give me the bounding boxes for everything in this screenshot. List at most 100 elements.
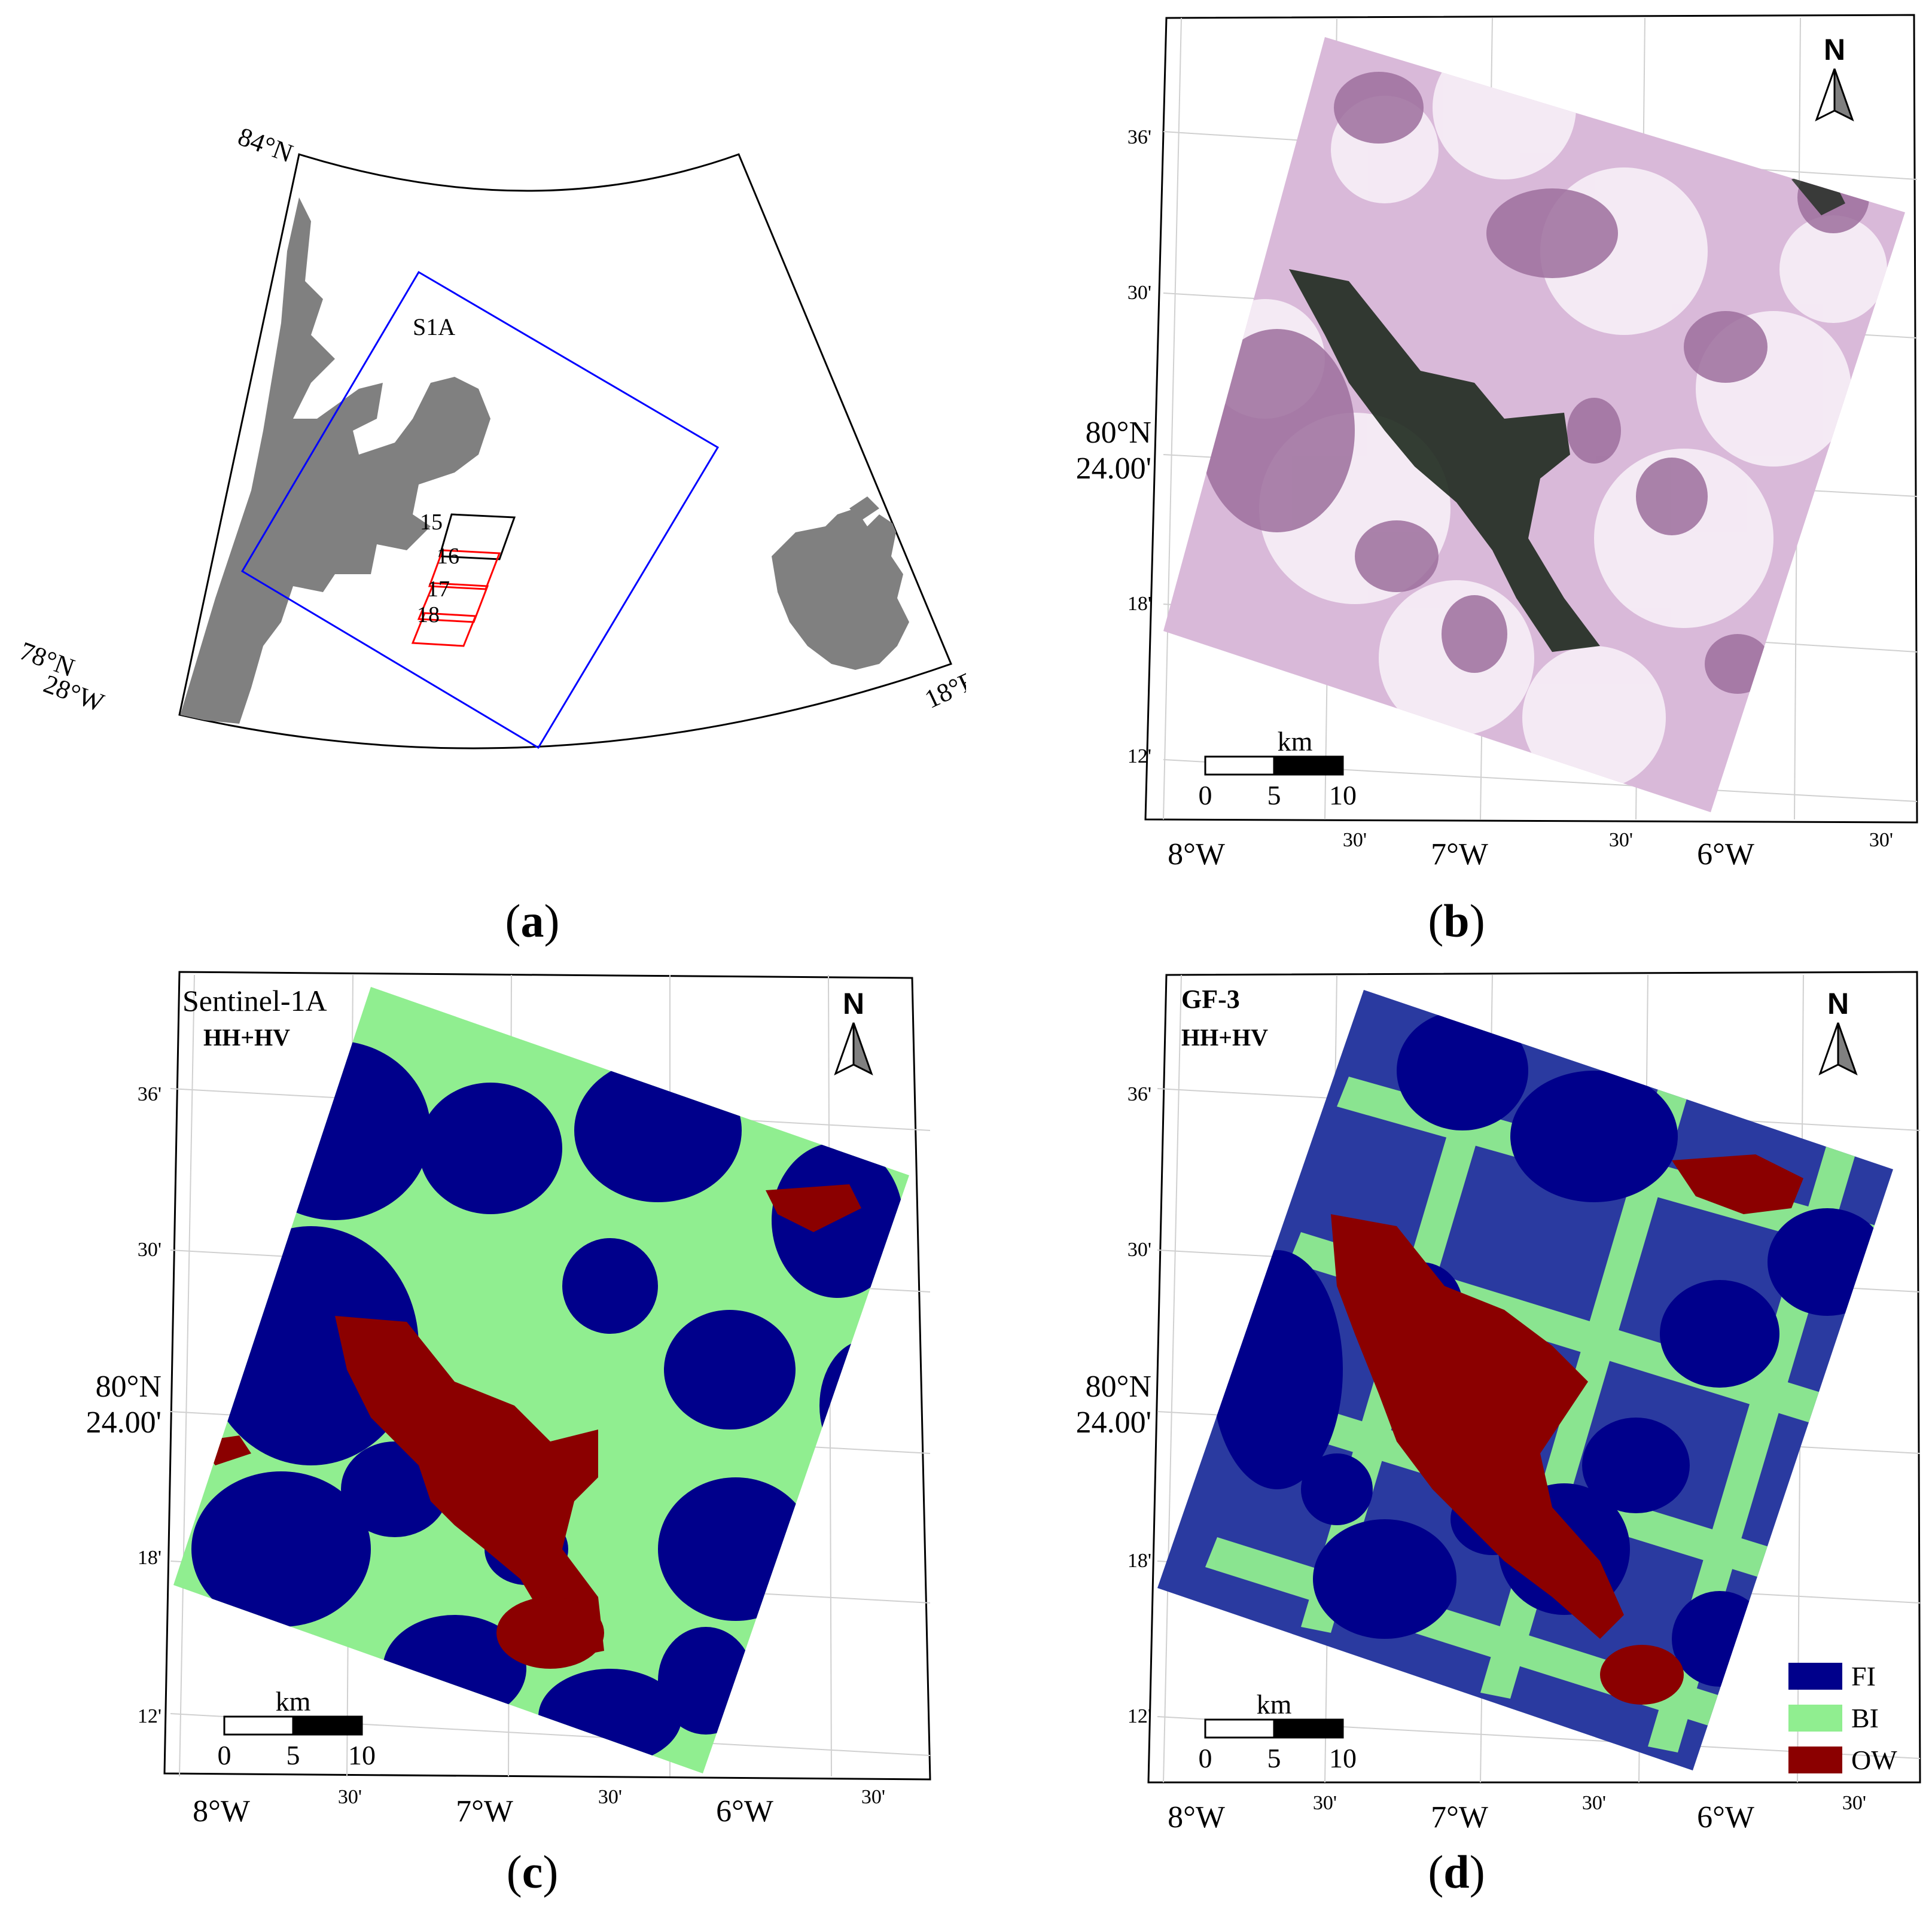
scale-seg-black (292, 1715, 363, 1736)
scale-tick-5: 5 (1267, 780, 1281, 810)
lat-major-line2: 24.00' (1076, 452, 1151, 486)
lat-tick-36: 36' (138, 1083, 161, 1105)
scale-seg-black (1273, 1718, 1344, 1739)
legend-swatch-bi (1788, 1705, 1842, 1732)
gf3-scene-frames (411, 513, 516, 647)
s1a-label: S1A (413, 313, 455, 340)
legend-label-fi: FI (1851, 1661, 1876, 1691)
lat-label-top: 84°N (234, 121, 297, 168)
north-arrow[interactable]: N (1815, 33, 1854, 122)
scene-frame-18 (411, 612, 477, 647)
s1a-footprint (240, 270, 720, 749)
panel-subtitle: HH+HV (203, 1024, 290, 1051)
lat-major-line1: 80°N (1086, 1370, 1151, 1404)
panel-a: 15 16 17 18 S1A 84°N 78°N 28°W 18°E (a) (0, 0, 966, 951)
lat-tick-30: 30' (1127, 282, 1151, 304)
north-arrow-right (1837, 1022, 1858, 1076)
svalbard-islet (849, 496, 879, 520)
scene-label-16: 16 (437, 544, 459, 569)
legend-label-ow: OW (1851, 1745, 1897, 1775)
panel-d: GF-3 HH+HV N 36' 30' 80°N 24.00' 18' 12'… (966, 951, 1932, 1908)
lat-tick-18: 18' (138, 1547, 161, 1569)
lat-tick-12: 12' (138, 1705, 161, 1727)
s1a-classification-map: Sentinel-1A HH+HV N 36' 30' 80°N 24.00' … (86, 971, 931, 1828)
scale-seg-white (223, 1715, 294, 1736)
lon-tick-6w: 6°W (716, 1794, 773, 1828)
location-map: 15 16 17 18 S1A 84°N 78°N 28°W 18°E (16, 121, 966, 749)
panel-d-label: (d) (1428, 1846, 1485, 1898)
scale-seg-white (1204, 755, 1275, 776)
map-frame (178, 153, 952, 749)
scene-frame-15 (438, 513, 516, 560)
lon-tick-30-c: 30' (861, 1786, 885, 1808)
panel-c-label: (c) (506, 1846, 559, 1898)
scale-tick-10: 10 (1329, 780, 1357, 810)
lat-tick-30: 30' (138, 1239, 161, 1261)
lat-major-line1: 80°N (1086, 416, 1151, 450)
lon-tick-7w: 7°W (1431, 837, 1488, 871)
panel-c: Sentinel-1A HH+HV N 36' 30' 80°N 24.00' … (0, 951, 966, 1908)
scene-label-17: 17 (427, 577, 450, 602)
lat-tick-18: 18' (1127, 1550, 1151, 1572)
scale-seg-black (1273, 755, 1344, 776)
scale-tick-0: 0 (1199, 1743, 1212, 1773)
scale-bar: km 0 5 10 (218, 1686, 376, 1770)
lon-tick-7w: 7°W (1431, 1800, 1488, 1834)
lon-tick-30-a: 30' (1313, 1792, 1337, 1814)
scale-unit: km (276, 1686, 311, 1717)
lon-tick-8w: 8°W (193, 1794, 250, 1828)
lon-tick-6w: 6°W (1697, 837, 1754, 871)
scene-label-18: 18 (417, 602, 440, 627)
lat-major-line2: 24.00' (86, 1406, 161, 1440)
lat-tick-30: 30' (1127, 1239, 1151, 1261)
lon-tick-30-b: 30' (1582, 1792, 1606, 1814)
scale-unit: km (1278, 726, 1313, 757)
greenland-land (179, 197, 490, 724)
lon-tick-7w: 7°W (456, 1794, 513, 1828)
scale-tick-0: 0 (1199, 780, 1212, 810)
scale-unit: km (1257, 1689, 1292, 1720)
legend-swatch-ow (1788, 1747, 1842, 1773)
north-letter: N (1827, 987, 1849, 1020)
north-arrow[interactable]: N (1818, 987, 1858, 1076)
lat-tick-36: 36' (1127, 1083, 1151, 1105)
lon-tick-8w: 8°W (1168, 837, 1225, 871)
lon-tick-30-c: 30' (1869, 829, 1893, 851)
lon-tick-6w: 6°W (1697, 1800, 1754, 1834)
north-arrow[interactable]: N (834, 987, 873, 1076)
legend: FI BI OW (1788, 1661, 1897, 1775)
north-arrow-right (1833, 68, 1854, 122)
scale-tick-10: 10 (1329, 1743, 1357, 1773)
lon-tick-30-a: 30' (1343, 829, 1367, 851)
lat-tick-18: 18' (1127, 593, 1151, 615)
lat-tick-12: 12' (1127, 1705, 1151, 1727)
lat-tick-12: 12' (1127, 745, 1151, 767)
panel-a-label: (a) (505, 895, 560, 947)
panel-title: GF-3 (1181, 985, 1240, 1014)
lon-tick-8w: 8°W (1168, 1800, 1225, 1834)
land-masses (179, 197, 909, 724)
panel-title: Sentinel-1A (182, 984, 327, 1017)
lon-tick-30-b: 30' (598, 1786, 622, 1808)
lon-tick-30-a: 30' (338, 1786, 362, 1808)
lon-tick-30-b: 30' (1609, 829, 1633, 851)
legend-swatch-fi (1788, 1663, 1842, 1690)
lat-major-line1: 80°N (96, 1370, 161, 1404)
scale-tick-5: 5 (287, 1740, 300, 1770)
panel-b-label: (b) (1428, 895, 1485, 947)
scale-bar: km 0 5 10 (1199, 1689, 1357, 1773)
scale-seg-white (1204, 1718, 1275, 1739)
north-letter: N (1824, 33, 1845, 66)
legend-label-bi: BI (1851, 1703, 1879, 1733)
scale-tick-5: 5 (1267, 1743, 1281, 1773)
lat-major-line2: 24.00' (1076, 1406, 1151, 1440)
panel-subtitle: HH+HV (1181, 1024, 1268, 1051)
lon-tick-30-c: 30' (1842, 1792, 1866, 1814)
lat-tick-36: 36' (1127, 126, 1151, 148)
scale-tick-10: 10 (348, 1740, 376, 1770)
scale-tick-0: 0 (218, 1740, 231, 1770)
svalbard-land (772, 508, 909, 670)
gf3-classification-map: GF-3 HH+HV N 36' 30' 80°N 24.00' 18' 12'… (1076, 971, 1921, 1834)
lon-label-left: 28°W (40, 669, 108, 717)
scene-label-15: 15 (420, 510, 443, 535)
